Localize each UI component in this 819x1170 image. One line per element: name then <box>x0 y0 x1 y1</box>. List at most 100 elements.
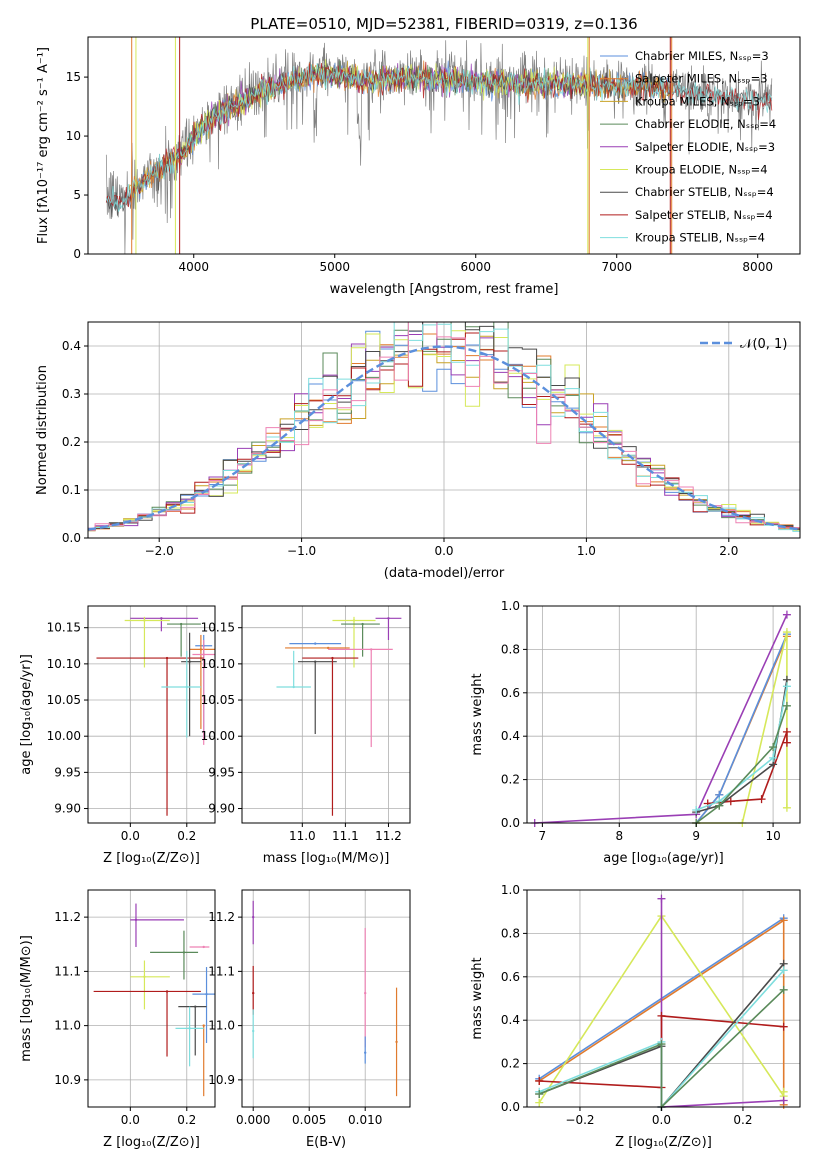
legend-entry: Kroupa ELODIE, Nₛₛₚ=4 <box>635 163 768 177</box>
errorbar-point <box>252 965 255 1015</box>
errorbar-marker <box>160 617 163 620</box>
errorbar-point <box>276 650 311 689</box>
y-tick-label: 9.90 <box>54 802 81 816</box>
errorbar-point <box>332 616 376 668</box>
legend-entry: Chabrier ELODIE, Nₛₛₚ=4 <box>635 117 776 131</box>
x-tick-label: 6000 <box>460 260 491 274</box>
errorbar-point <box>189 634 215 729</box>
errorbar-point <box>175 1006 204 1067</box>
weight-marker <box>782 727 791 736</box>
x-axis-label: age [log₁₀(age/yr)] <box>603 851 724 866</box>
errorbar-point <box>181 632 201 737</box>
y-tick-label: 0.4 <box>501 1013 520 1027</box>
y-tick-label: 11.1 <box>54 964 81 978</box>
plot-frame <box>241 605 411 824</box>
errorbar-point <box>364 1036 367 1064</box>
y-axis-label: mass weight <box>470 957 485 1039</box>
errorbar-point <box>328 648 393 748</box>
errorbar-point <box>178 1005 207 1056</box>
y-tick-label: 10.9 <box>54 1073 81 1087</box>
y-axis-label: Flux [fλ10⁻¹⁷ erg cm⁻² s⁻¹ A⁻¹] <box>36 47 51 244</box>
errorbar-point <box>341 622 380 657</box>
weight-marker <box>757 795 766 804</box>
errorbar-point <box>375 617 402 640</box>
errorbar-point <box>192 967 215 1043</box>
x-tick-label: −1.0 <box>287 544 316 558</box>
y-tick-label: 15 <box>66 70 81 84</box>
x-tick-label: 0.2 <box>177 829 196 843</box>
x-tick-label: 0.0 <box>434 544 453 558</box>
y-tick-label: 0.2 <box>62 435 81 449</box>
weight-marker <box>657 1040 666 1049</box>
x-axis-label: E(B-V) <box>306 1135 346 1150</box>
axes-panel-7 <box>242 890 410 1107</box>
errorbar-point <box>252 900 255 945</box>
legend-entry: Salpeter MILES, Nₛₛₚ=3 <box>635 72 768 86</box>
errorbar-marker <box>387 617 390 620</box>
y-tick-label: 11.2 <box>208 910 235 924</box>
y-tick-label: 11.1 <box>208 964 235 978</box>
x-tick-label: 0.0 <box>121 829 140 843</box>
errorbar-point <box>364 927 367 1048</box>
y-tick-label: 1.0 <box>501 883 520 897</box>
weight-marker <box>779 1096 788 1105</box>
axes-panel-4 <box>242 606 410 823</box>
x-tick-label: 2.0 <box>719 544 738 558</box>
y-tick-label: 10.05 <box>47 693 81 707</box>
legend-entry: Kroupa STELIB, Nₛₛₚ=4 <box>635 231 765 245</box>
errorbar-marker <box>188 1027 191 1030</box>
frame-panel-2: −2.0 −1.0 0.0 1.0 2.0 0.0 0.1 0.2 0.3 0.4 <box>62 321 801 558</box>
weight-lines-panel-5 <box>530 610 791 827</box>
y-tick-label: 0.8 <box>501 926 520 940</box>
errorbar-marker <box>370 648 373 651</box>
x-tick-label: 5000 <box>319 260 350 274</box>
y-tick-label: 10.15 <box>47 621 81 635</box>
plot-frame <box>526 889 801 1108</box>
y-tick-label: 0.0 <box>501 1100 520 1114</box>
weight-marker <box>535 1098 544 1107</box>
weight-marker <box>535 1089 544 1098</box>
errorbar-marker <box>194 1005 197 1008</box>
legend: Chabrier MILES, Nₛₛₚ=3 Salpeter MILES, Nₛ… <box>600 49 776 245</box>
errorbar-point <box>189 945 210 949</box>
errorbar-marker <box>202 945 205 949</box>
y-tick-label: 11.0 <box>54 1019 81 1033</box>
y-tick-label: 0 <box>73 247 81 261</box>
errorbar-marker <box>292 685 295 689</box>
x-tick-label: 8 <box>615 829 623 843</box>
errorbar-point <box>252 1009 255 1059</box>
x-tick-label: 4000 <box>178 260 209 274</box>
errorbar-marker <box>205 992 208 996</box>
legend-entry: Chabrier MILES, Nₛₛₚ=3 <box>635 49 769 63</box>
x-tick-label: 1.0 <box>577 544 596 558</box>
weight-marker <box>535 1076 544 1085</box>
y-tick-label: 1.0 <box>501 599 520 613</box>
frame-panel-7: 0.000 0.005 0.010 10.9 11.0 11.1 11.2 <box>208 889 411 1127</box>
x-tick-label: 10 <box>765 829 780 843</box>
errorbar-point <box>285 646 350 650</box>
normal-curve <box>88 345 800 531</box>
y-tick-label: 10.00 <box>47 729 81 743</box>
errorbar-point <box>192 639 215 745</box>
y-axis-label: Normed distribution <box>35 365 50 495</box>
legend-entry: 𝒩(0, 1) <box>740 337 787 352</box>
frame-panel-8: −0.2 0.0 0.2 0.0 0.2 0.4 0.6 0.8 1.0 <box>501 883 801 1127</box>
errorbars-panel-3 <box>96 616 215 816</box>
frame-panel-4: 11.0 11.1 11.2 9.90 9.95 10.00 10.05 10.10 10.15 <box>201 605 411 843</box>
y-axis-label: mass [log₁₀(M/M⊙)] <box>19 935 34 1062</box>
y-tick-label: 5 <box>73 188 81 202</box>
weight-line-kroupa_stelib <box>695 686 788 811</box>
errorbar-marker <box>252 1029 255 1033</box>
weight-marker <box>782 610 791 619</box>
errorbar-point <box>202 1024 205 1097</box>
weight-marker <box>779 966 788 975</box>
spectrum-lines <box>105 37 773 254</box>
errorbar-point <box>130 903 184 947</box>
errorbar-marker <box>326 646 330 650</box>
y-axis-label: age [log₁₀(age/yr)] <box>19 654 34 775</box>
x-tick-label: 0.010 <box>348 1113 382 1127</box>
plot-frame <box>87 605 216 824</box>
errorbar-marker <box>143 975 146 978</box>
legend-entry: Chabrier STELIB, Nₛₛₚ=4 <box>635 185 774 199</box>
y-tick-label: 10.00 <box>201 729 235 743</box>
